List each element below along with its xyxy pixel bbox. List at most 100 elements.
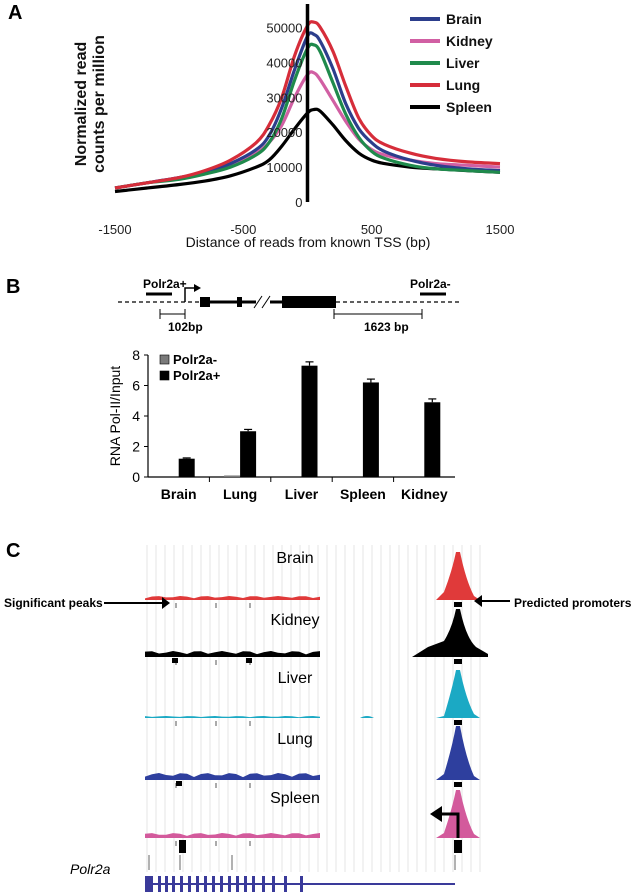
peak-box bbox=[454, 840, 462, 853]
legend-label: Brain bbox=[446, 11, 482, 27]
break-mark bbox=[261, 295, 271, 309]
promoter-box bbox=[454, 782, 462, 787]
bar-polr2a+ bbox=[240, 431, 257, 477]
y-tick-label: 2 bbox=[132, 439, 140, 455]
gene-exon bbox=[272, 876, 275, 892]
y-tick-label: 40000 bbox=[266, 55, 302, 70]
peak-box bbox=[172, 658, 178, 663]
gene-exon bbox=[212, 876, 215, 892]
exon bbox=[200, 297, 210, 307]
category-label: Liver bbox=[285, 486, 319, 502]
y-tick-label: 30000 bbox=[266, 90, 302, 105]
gene-exon bbox=[220, 876, 223, 892]
x-tick-label: 1500 bbox=[486, 222, 515, 237]
y-tick-label: 4 bbox=[132, 408, 140, 424]
gene-exon bbox=[300, 876, 303, 892]
legend-label: Liver bbox=[446, 55, 480, 71]
annotation-arrow-head bbox=[162, 597, 170, 609]
y-tick-label: 0 bbox=[295, 195, 302, 210]
chart-b: 0 2 4 6 8 RNA Pol-II/Input Brain Lung Liver Splee… bbox=[107, 347, 455, 502]
promoter-box bbox=[454, 659, 462, 664]
track-label-lung: Lung bbox=[277, 731, 313, 748]
tss-arrow bbox=[184, 287, 196, 302]
signal-background-brain bbox=[145, 596, 320, 600]
bar-polr2a- bbox=[224, 475, 241, 477]
y-tick-label: 0 bbox=[132, 469, 140, 485]
gene-exon bbox=[262, 876, 265, 892]
tss-arrow-head bbox=[194, 284, 201, 292]
genome-browser: Brain Kidney Liver Lung Spleen Significant pe… bbox=[4, 545, 632, 892]
gene-exon bbox=[196, 876, 199, 892]
y-tick-label: 10000 bbox=[266, 160, 302, 175]
line-series-brain bbox=[114, 31, 501, 190]
y-tick-label: 6 bbox=[132, 378, 140, 394]
legend-swatch bbox=[159, 354, 170, 365]
peak-box bbox=[246, 658, 252, 663]
exon bbox=[282, 296, 336, 308]
peak-box bbox=[176, 781, 182, 786]
panel-label-c: C bbox=[6, 540, 21, 562]
x-tick-label: -500 bbox=[230, 222, 256, 237]
annotation-significant-peaks: Significant peaks bbox=[4, 596, 103, 610]
y-tick-label: 50000 bbox=[266, 20, 302, 35]
legend-label: Kidney bbox=[446, 33, 493, 49]
signal-background-kidney bbox=[145, 651, 320, 657]
gene-label: Polr2a bbox=[70, 861, 111, 877]
bar-polr2a+ bbox=[362, 382, 379, 477]
exon bbox=[237, 297, 242, 307]
bar-polr2a+ bbox=[424, 402, 441, 477]
track-label-kidney: Kidney bbox=[271, 612, 320, 629]
track-label-spleen: Spleen bbox=[270, 790, 320, 807]
gene-exon bbox=[228, 876, 231, 892]
signal-peak-liver bbox=[436, 670, 480, 718]
y-axis-label-line: counts per million bbox=[91, 35, 108, 173]
gene-exon bbox=[284, 876, 287, 892]
y-axis-label: RNA Pol-II/Input bbox=[107, 366, 123, 466]
amplicon-minus-label: Polr2a- bbox=[410, 277, 451, 291]
gene-diagram: Polr2a+ Polr2a- 102bp 1623 bp bbox=[118, 277, 460, 334]
annotation-predicted-promoters: Predicted promoters bbox=[514, 596, 632, 610]
chart-a: 0 10000 20000 30000 40000 50000 -1500 -500 500 15… bbox=[73, 4, 514, 250]
bar-polr2a+ bbox=[301, 365, 318, 477]
y-axis-label: Normalized readcounts per million bbox=[73, 35, 108, 173]
gene-exon bbox=[244, 876, 247, 892]
legend-label: Lung bbox=[446, 77, 480, 93]
track-label-brain: Brain bbox=[276, 550, 313, 567]
break-mark bbox=[253, 295, 263, 309]
panel-label-a: A bbox=[8, 2, 23, 24]
promoter-box bbox=[454, 602, 462, 607]
tss-direction-arrow bbox=[440, 812, 460, 838]
gene-exon bbox=[180, 876, 183, 892]
category-label: Spleen bbox=[340, 486, 386, 502]
annotation-arrow-head bbox=[474, 595, 482, 607]
y-axis-label-line: Normalized read bbox=[73, 42, 90, 166]
gene-exon bbox=[204, 876, 207, 892]
legend-label: Polr2a+ bbox=[173, 368, 221, 383]
gene-exon bbox=[158, 876, 161, 892]
line-series-spleen bbox=[114, 107, 501, 194]
y-tick-label: 20000 bbox=[266, 125, 302, 140]
track-label-liver: Liver bbox=[278, 670, 313, 687]
promoter-box bbox=[454, 720, 462, 725]
amplicon-plus-label: Polr2a+ bbox=[143, 277, 187, 291]
y-tick-label: 8 bbox=[132, 347, 140, 363]
signal-peak-kidney bbox=[412, 609, 488, 657]
gene-exon bbox=[145, 876, 153, 892]
category-label: Brain bbox=[161, 486, 197, 502]
line-series-lung bbox=[114, 20, 501, 190]
x-axis-label: Distance of reads from known TSS (bp) bbox=[186, 234, 431, 250]
signal-peak-brain bbox=[436, 552, 480, 600]
signal-background-spleen bbox=[145, 833, 320, 838]
gene-exon bbox=[236, 876, 239, 892]
signal-blip bbox=[360, 716, 374, 718]
legend-label: Spleen bbox=[446, 99, 492, 115]
category-label: Kidney bbox=[401, 486, 448, 502]
legend-swatch bbox=[159, 370, 170, 381]
line-series-liver bbox=[114, 42, 501, 190]
panel-label-b: B bbox=[6, 276, 21, 298]
x-tick-label: 500 bbox=[361, 222, 383, 237]
x-tick-label: -1500 bbox=[98, 222, 131, 237]
gene-exon bbox=[252, 876, 255, 892]
gene-exon bbox=[172, 876, 175, 892]
